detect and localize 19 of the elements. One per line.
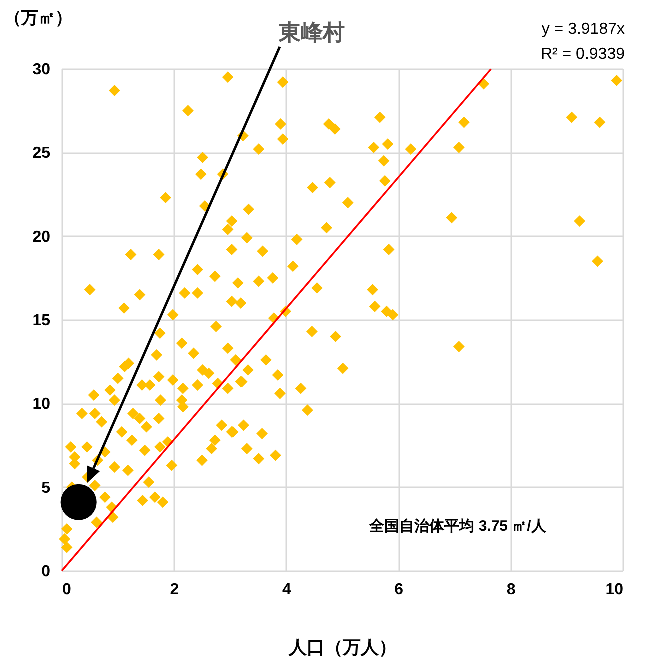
y-tick-label: 0 bbox=[42, 564, 51, 580]
y-tick-label: 5 bbox=[42, 480, 51, 497]
y-tick-label: 10 bbox=[32, 396, 51, 414]
text: R² = 0.9339 bbox=[540, 46, 626, 63]
y-axis-title: （万㎡） bbox=[4, 8, 72, 28]
y-tick-label: 20 bbox=[32, 228, 51, 246]
x-tick-label: 2 bbox=[170, 582, 180, 598]
text: 東峰村 bbox=[278, 20, 345, 45]
x-tick-label: 10 bbox=[606, 582, 624, 598]
x-axis-title: 人口（万人） bbox=[288, 638, 397, 658]
y-tick-label: 25 bbox=[32, 145, 51, 162]
x-tick-label: 6 bbox=[394, 582, 404, 598]
y-tick-label: 15 bbox=[32, 312, 51, 330]
text: y = 3.9187x bbox=[542, 21, 625, 38]
y-tick-label: 30 bbox=[32, 62, 51, 78]
x-tick-label: 0 bbox=[62, 582, 72, 598]
x-tick-label: 8 bbox=[506, 582, 516, 598]
annotation: 全国自治体平均 3.75 ㎡/人 bbox=[368, 518, 548, 535]
x-tick-label: 4 bbox=[282, 582, 292, 598]
